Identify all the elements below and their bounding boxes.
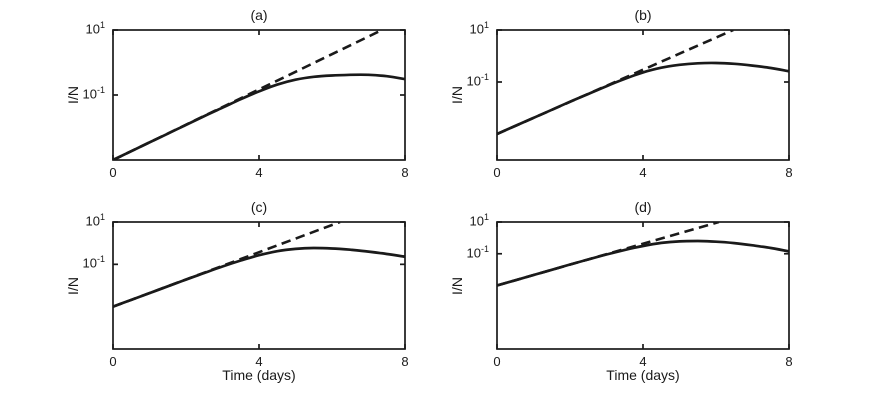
plot-area-b	[496, 29, 790, 161]
plot-area-d	[496, 221, 790, 350]
y-tick-exponent: -1	[96, 254, 105, 265]
y-tick-base: 10	[85, 213, 100, 229]
y-axis-label: I/N	[65, 276, 81, 295]
x-tick-label: 8	[401, 165, 409, 180]
x-tick-label: 8	[785, 354, 793, 369]
solid-model-curve	[113, 246, 405, 309]
plot-area-c	[112, 221, 406, 350]
x-tick-label: 4	[255, 165, 263, 180]
x-tick-label: 8	[401, 354, 409, 369]
y-tick-base: 10	[466, 73, 481, 89]
x-tick-label: 0	[109, 165, 117, 180]
y-tick-exponent: 1	[99, 20, 105, 30]
x-tick-label: 0	[109, 354, 117, 369]
y-tick-exponent: -1	[480, 72, 489, 82]
y-tick-label-10e1: 101	[437, 20, 489, 37]
y-tick-exponent: 1	[483, 20, 489, 30]
y-tick-base: 10	[469, 21, 484, 37]
y-tick-exponent: -1	[96, 85, 105, 95]
plot-area-a	[112, 29, 406, 161]
x-tick-label: 4	[255, 354, 263, 369]
y-tick-base: 10	[82, 255, 97, 271]
subplot-title: (b)	[634, 7, 652, 23]
plot-frame	[112, 29, 406, 161]
y-tick-label-10e-1: 10-1	[53, 254, 105, 271]
x-axis-label: Time (days)	[222, 367, 296, 383]
plot-frame	[496, 29, 790, 161]
y-tick-exponent: 1	[483, 212, 489, 222]
y-tick-label-10e1: 101	[53, 20, 105, 37]
y-tick-label-10e-1: 10-1	[437, 72, 489, 89]
subplot-title: (a)	[250, 7, 268, 23]
y-tick-label-10e-1: 10-1	[437, 243, 489, 261]
x-tick-label: 4	[639, 354, 647, 369]
plot-frame	[112, 221, 406, 350]
y-tick-label-10e-1: 10-1	[53, 85, 105, 102]
x-axis-label: Time (days)	[606, 367, 680, 383]
y-tick-base: 10	[466, 245, 481, 261]
y-tick-label-10e1: 101	[53, 212, 105, 229]
y-axis-label: I/N	[449, 276, 465, 295]
subplot-title: (c)	[250, 199, 268, 215]
y-tick-base: 10	[82, 86, 97, 102]
x-tick-label: 4	[639, 165, 647, 180]
solid-model-curve	[497, 61, 789, 136]
y-tick-exponent: 1	[99, 212, 105, 222]
x-tick-label: 0	[493, 354, 501, 369]
solid-model-curve	[113, 73, 405, 160]
y-tick-label-10e1: 101	[437, 212, 489, 229]
plot-frame	[496, 221, 790, 350]
y-tick-base: 10	[469, 213, 484, 229]
y-axis-label: I/N	[449, 86, 465, 104]
x-tick-label: 8	[785, 165, 793, 180]
subplot-title: (d)	[634, 199, 652, 215]
solid-model-curve	[497, 239, 789, 287]
y-tick-exponent: -1	[480, 243, 489, 254]
y-tick-base: 10	[85, 21, 100, 37]
x-tick-label: 0	[493, 165, 501, 180]
